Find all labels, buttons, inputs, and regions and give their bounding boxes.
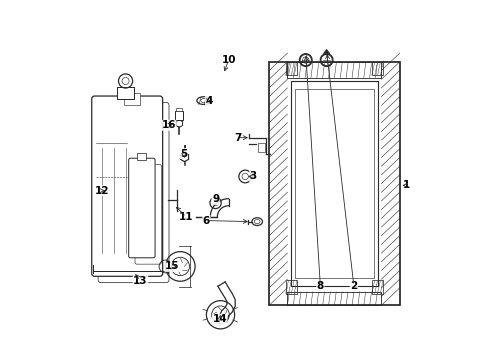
FancyBboxPatch shape <box>128 158 155 258</box>
FancyBboxPatch shape <box>92 96 163 276</box>
Bar <box>175 111 183 120</box>
Wedge shape <box>165 262 171 270</box>
FancyBboxPatch shape <box>135 165 161 264</box>
Text: 11: 11 <box>179 212 193 222</box>
Text: 10: 10 <box>221 55 235 65</box>
FancyBboxPatch shape <box>98 102 169 283</box>
Bar <box>123 93 140 105</box>
Bar <box>269 62 399 305</box>
Bar <box>285 62 296 75</box>
Bar <box>290 81 377 286</box>
Text: 7: 7 <box>233 133 241 143</box>
Text: 5: 5 <box>180 149 187 158</box>
Bar <box>287 292 381 305</box>
Polygon shape <box>323 49 329 54</box>
Bar <box>257 143 264 153</box>
Text: 15: 15 <box>164 261 179 271</box>
Text: 16: 16 <box>161 120 176 130</box>
Text: 9: 9 <box>212 194 219 204</box>
Text: 6: 6 <box>203 216 209 226</box>
Text: 4: 4 <box>205 96 212 105</box>
Polygon shape <box>180 153 188 162</box>
Bar <box>176 108 182 111</box>
Text: 14: 14 <box>212 314 226 324</box>
Bar <box>287 62 381 78</box>
Bar <box>371 62 383 75</box>
Text: 13: 13 <box>133 275 147 285</box>
Text: 12: 12 <box>95 186 109 195</box>
Bar <box>285 280 296 294</box>
Text: 3: 3 <box>249 171 256 181</box>
Polygon shape <box>176 120 182 127</box>
Bar <box>294 89 374 279</box>
Text: 2: 2 <box>349 281 357 291</box>
Text: 8: 8 <box>316 281 324 291</box>
Bar <box>371 280 383 294</box>
Text: 1: 1 <box>402 180 409 190</box>
Bar <box>117 87 133 99</box>
Bar <box>137 153 146 160</box>
